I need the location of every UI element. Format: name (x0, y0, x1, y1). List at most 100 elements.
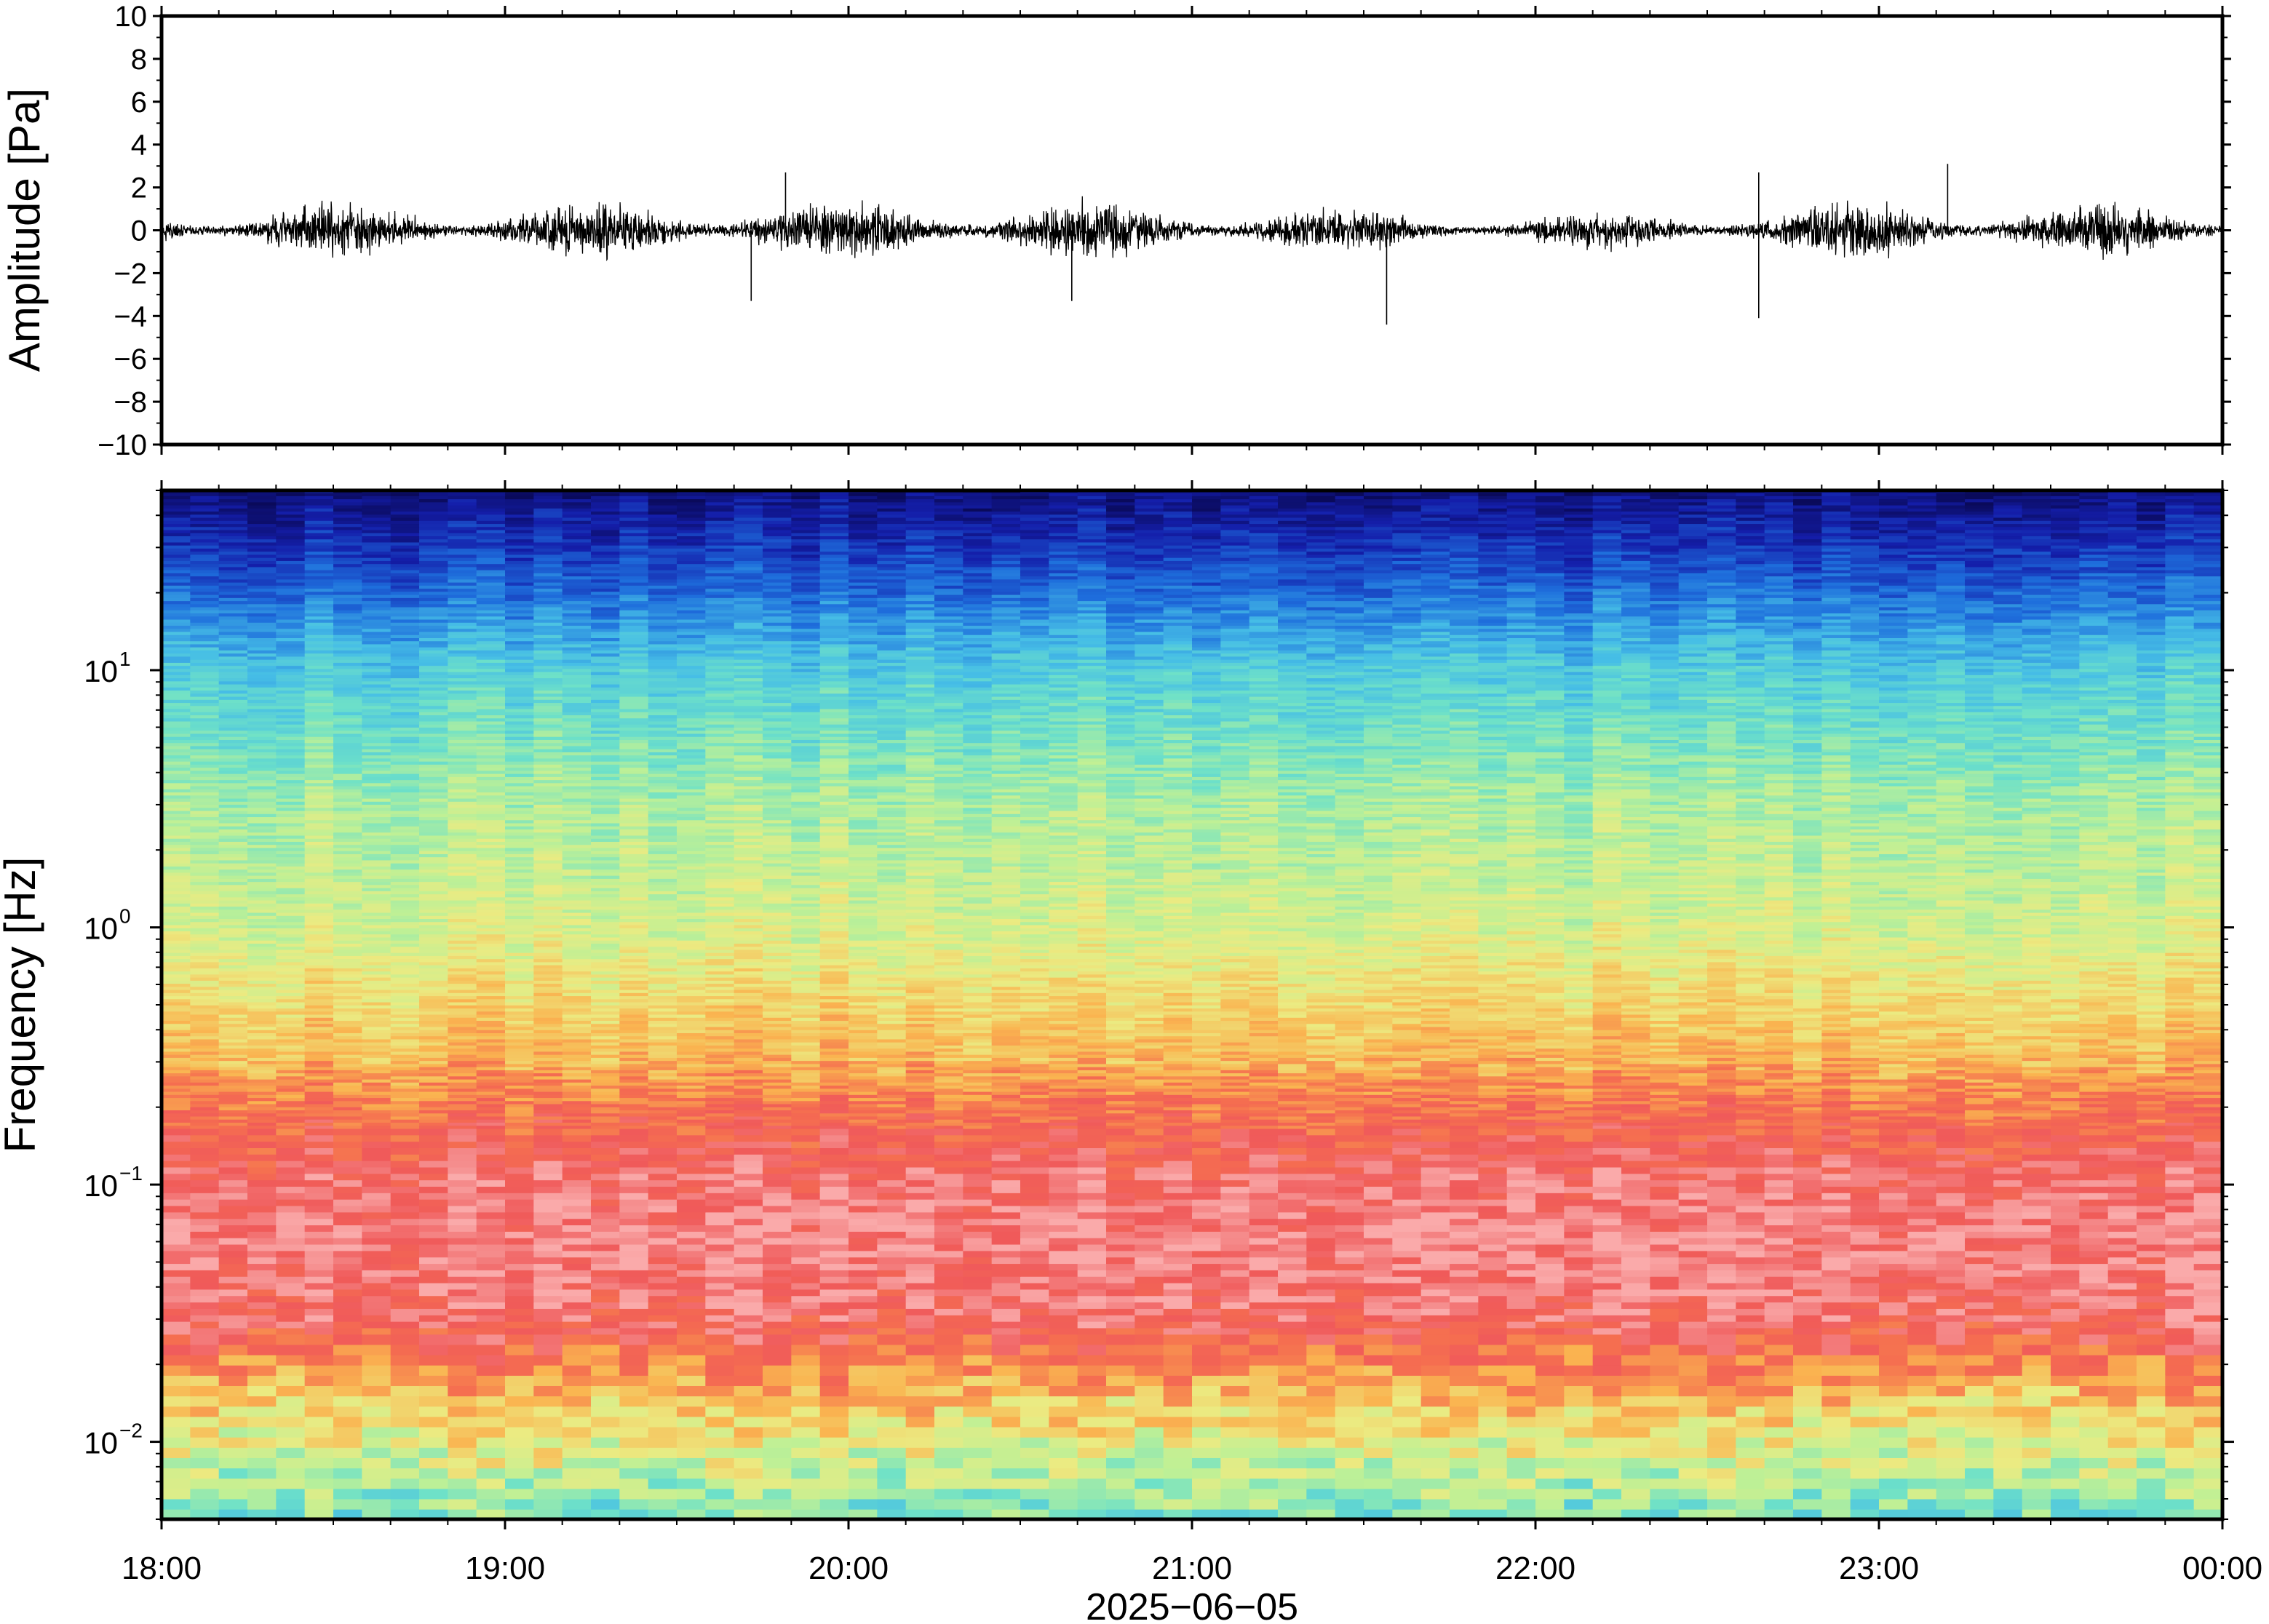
spectrogram-cell (505, 1283, 534, 1290)
spectrogram-cell (419, 1385, 448, 1396)
spectrogram-cell (1249, 1499, 1279, 1510)
spectrogram-cell (477, 1365, 506, 1376)
spectrogram-cell (1078, 1302, 1107, 1309)
spectrogram-cell (1821, 1295, 1851, 1302)
spectrogram-cell (1192, 1417, 1221, 1428)
spectrogram-cell (563, 1417, 592, 1428)
spectrogram-cell (1851, 1468, 1880, 1478)
spectrogram-cell (1392, 1179, 1421, 1187)
spectrogram-cell (1707, 1375, 1736, 1386)
spectrogram-cell (2022, 1283, 2051, 1290)
spectrogram-cell (2108, 1437, 2137, 1448)
spectrogram-cell (247, 1328, 277, 1335)
spectrogram-cell (1106, 1328, 1135, 1335)
spectrogram-cell (1106, 1263, 1135, 1270)
spectrogram-cell (1049, 1468, 1078, 1478)
spectrogram-cell (2137, 1257, 2166, 1264)
spectrogram-cell (2137, 1141, 2166, 1148)
spectrogram-cell (2108, 1199, 2137, 1206)
spectrogram-cell (1335, 1396, 1364, 1406)
spectrogram-cell (591, 1308, 620, 1315)
spectrogram-cell (1278, 1179, 1307, 1187)
spectrogram-cell (820, 1251, 849, 1258)
spectrogram-cell (305, 1186, 334, 1193)
spectrogram-cell (1134, 1161, 1164, 1168)
spectrogram-cell (763, 1468, 792, 1478)
spectrogram-cell (1736, 1365, 1765, 1376)
spectrogram-cell (2051, 1270, 2080, 1277)
spectrogram-cell (705, 1135, 734, 1142)
spectrogram-cell (992, 1276, 1021, 1283)
spectrogram-cell (1907, 1141, 1936, 1148)
spectrogram-cell (1851, 1328, 1880, 1335)
spectrogram-cell (705, 1321, 734, 1329)
spectrogram-cell (849, 1328, 878, 1335)
spectrogram-cell (1306, 1263, 1335, 1270)
spectrogram-cell (533, 1206, 563, 1213)
spectrogram-cell (1821, 1141, 1851, 1148)
spectrogram-cell (1364, 1231, 1393, 1238)
spectrogram-cell (934, 1315, 963, 1322)
spectrogram-cell (1306, 1206, 1335, 1213)
spectrogram-cell (419, 1218, 448, 1225)
spectrogram-cell (734, 1179, 763, 1187)
spectrogram-cell (1564, 1427, 1593, 1438)
spectrogram-cell (906, 1218, 935, 1225)
spectrogram-cell (1907, 1154, 1936, 1161)
spectrogram-cell (1078, 1345, 1107, 1356)
spectrogram-cell (1736, 1489, 1765, 1500)
spectrogram-cell (1707, 1315, 1736, 1322)
spectrogram-cell (934, 1129, 963, 1136)
spectrogram-cell (1765, 1457, 1794, 1468)
spectrogram-cell (1306, 1199, 1335, 1206)
spectrogram-cell (1478, 1315, 1507, 1322)
spectrogram-cell (419, 1257, 448, 1264)
spectrogram-cell (1936, 1295, 1966, 1302)
spectrogram-cell (849, 1199, 878, 1206)
spectrogram-cell (276, 1212, 305, 1219)
spectrogram-cell (2022, 1289, 2051, 1297)
spectrogram-cell (563, 1135, 592, 1142)
spectrogram-cell (677, 1206, 706, 1213)
spectrogram-cell (219, 1345, 248, 1356)
spectrogram-cell (1507, 1263, 1536, 1270)
spectrogram-cell (247, 1295, 277, 1302)
spectrogram-cell (2051, 1499, 2080, 1510)
spectrogram-cell (1164, 1437, 1193, 1448)
spectrogram-cell (2022, 1179, 2051, 1187)
spectrogram-cell (1278, 1321, 1307, 1329)
spectrogram-cell (1679, 1355, 1708, 1366)
spectrogram-cell (1192, 1345, 1221, 1356)
spectrogram-cell (1134, 1295, 1164, 1302)
spectrogram-cell (1421, 1206, 1450, 1213)
spectrogram-cell (247, 1199, 277, 1206)
spectrogram-cell (1593, 1468, 1622, 1478)
spectrogram-cell (1220, 1225, 1249, 1232)
spectrogram-cell (276, 1193, 305, 1200)
spectrogram-cell (1478, 1257, 1507, 1264)
spectrogram-cell (1392, 1406, 1421, 1417)
spectrogram-cell (419, 1355, 448, 1366)
spectrogram-cell (1106, 1406, 1135, 1417)
spectrogram-cell (1936, 1417, 1966, 1428)
spectrogram-cell (1164, 1315, 1193, 1322)
spectrogram-cell (419, 1147, 448, 1155)
spectrogram-cell (591, 1355, 620, 1366)
spectrogram-cell (1621, 1218, 1650, 1225)
waveform-y-axis-label: Amplitude [Pa] (0, 88, 49, 372)
spectrogram-cell (877, 1167, 906, 1174)
spectrogram-cell (1364, 1334, 1393, 1345)
spectrogram-cell (1507, 1468, 1536, 1478)
spectrogram-cell (1106, 1212, 1135, 1219)
spectrogram-cell (849, 1468, 878, 1478)
spectrogram-cell (1392, 1244, 1421, 1251)
spectrogram-cell (1306, 1231, 1335, 1238)
spectrogram-cell (1020, 1135, 1049, 1142)
spectrogram-cell (648, 1141, 677, 1148)
spectrogram-cell (419, 1179, 448, 1187)
spectrogram-cell (219, 1447, 248, 1458)
spectrogram-cell (2137, 1186, 2166, 1193)
spectrogram-cell (1335, 1375, 1364, 1386)
spectrogram-cell (791, 1489, 820, 1500)
spectrogram-cell (2108, 1295, 2137, 1302)
